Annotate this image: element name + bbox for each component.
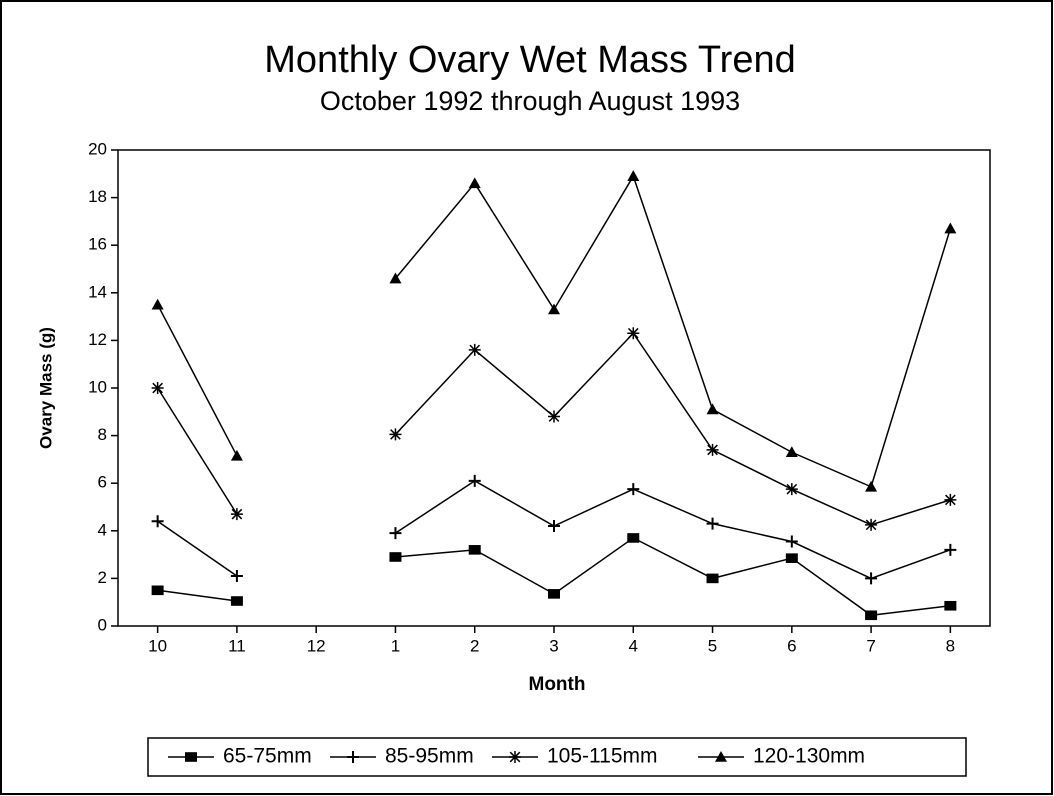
data-point: [468, 343, 481, 356]
data-point: [785, 483, 798, 496]
legend-box: [147, 737, 967, 777]
y-tick-label: 8: [98, 425, 107, 444]
data-point: [865, 480, 878, 492]
y-tick-label: 10: [88, 377, 107, 396]
series-line: [157, 332, 951, 526]
data-point: [706, 443, 719, 456]
x-tick-label: 10: [148, 636, 167, 655]
legend-label: 85-95mm: [385, 745, 474, 768]
data-point: [785, 446, 798, 458]
x-tick-label: 8: [946, 636, 955, 655]
data-point: [389, 272, 402, 284]
x-tick-label: 12: [307, 636, 326, 655]
data-point: [230, 570, 243, 583]
data-point: [785, 553, 798, 563]
y-tick-label: 4: [98, 520, 107, 539]
plot-area: [117, 149, 991, 627]
y-tick-label: 12: [88, 330, 107, 349]
legend-marker: [509, 751, 521, 763]
data-point: [548, 303, 560, 315]
data-point: [944, 600, 957, 611]
legend-marker: [347, 751, 359, 763]
legend-label: 120-130mm: [753, 745, 865, 768]
data-point: [785, 535, 798, 548]
y-tick-label: 6: [98, 473, 107, 492]
data-point: [389, 552, 402, 562]
data-point: [944, 222, 957, 234]
data-point: [627, 327, 640, 340]
data-point: [151, 298, 164, 310]
series-line: [157, 537, 951, 617]
y-tick-label: 14: [88, 282, 107, 301]
data-point: [548, 410, 560, 423]
data-point: [706, 403, 719, 415]
data-point: [944, 543, 957, 556]
data-point: [627, 533, 640, 543]
data-point: [548, 589, 560, 599]
x-tick-label: 6: [787, 636, 796, 655]
x-tick-label: 1: [391, 636, 400, 655]
series-line: [156, 174, 952, 488]
data-point: [865, 572, 878, 585]
x-tick-label: 5: [708, 636, 717, 655]
data-point: [865, 610, 878, 621]
data-point: [468, 177, 481, 189]
data-point: [230, 449, 243, 461]
data-point: [627, 483, 640, 496]
y-axis-label: Ovary Mass (g): [36, 327, 55, 449]
data-point: [468, 545, 481, 555]
legend-label: 105-115mm: [547, 745, 658, 768]
data-point: [389, 527, 402, 540]
data-point: [151, 585, 164, 596]
y-tick-label: 0: [98, 615, 107, 634]
y-tick-label: 18: [88, 187, 107, 206]
y-tick-label: 2: [98, 568, 107, 587]
legend-marker: [715, 751, 727, 762]
x-tick-label: 3: [549, 636, 558, 655]
data-point: [548, 520, 560, 533]
data-point: [151, 515, 164, 528]
x-tick-label: 11: [228, 636, 246, 655]
legend-label: 65-75mm: [223, 745, 312, 768]
data-point: [706, 573, 719, 584]
data-point: [151, 382, 164, 394]
data-point: [468, 474, 481, 487]
x-tick-label: 2: [470, 636, 479, 655]
data-point: [230, 508, 243, 521]
data-point: [865, 518, 878, 531]
chart-subtitle: October 1992 through August 1993: [320, 86, 740, 116]
data-point: [944, 493, 957, 506]
data-point: [706, 517, 719, 530]
x-tick-label: 4: [629, 636, 638, 655]
chart-title: Monthly Ovary Wet Mass Trend: [264, 39, 795, 81]
x-axis-label: Month: [529, 674, 586, 695]
y-tick-label: 16: [88, 235, 107, 254]
y-tick-label: 20: [88, 139, 107, 158]
series-line: [157, 479, 951, 580]
x-tick-label: 7: [866, 636, 875, 655]
legend-marker: [185, 752, 197, 762]
data-point: [230, 596, 243, 606]
data-point: [627, 170, 640, 181]
data-point: [389, 428, 402, 441]
